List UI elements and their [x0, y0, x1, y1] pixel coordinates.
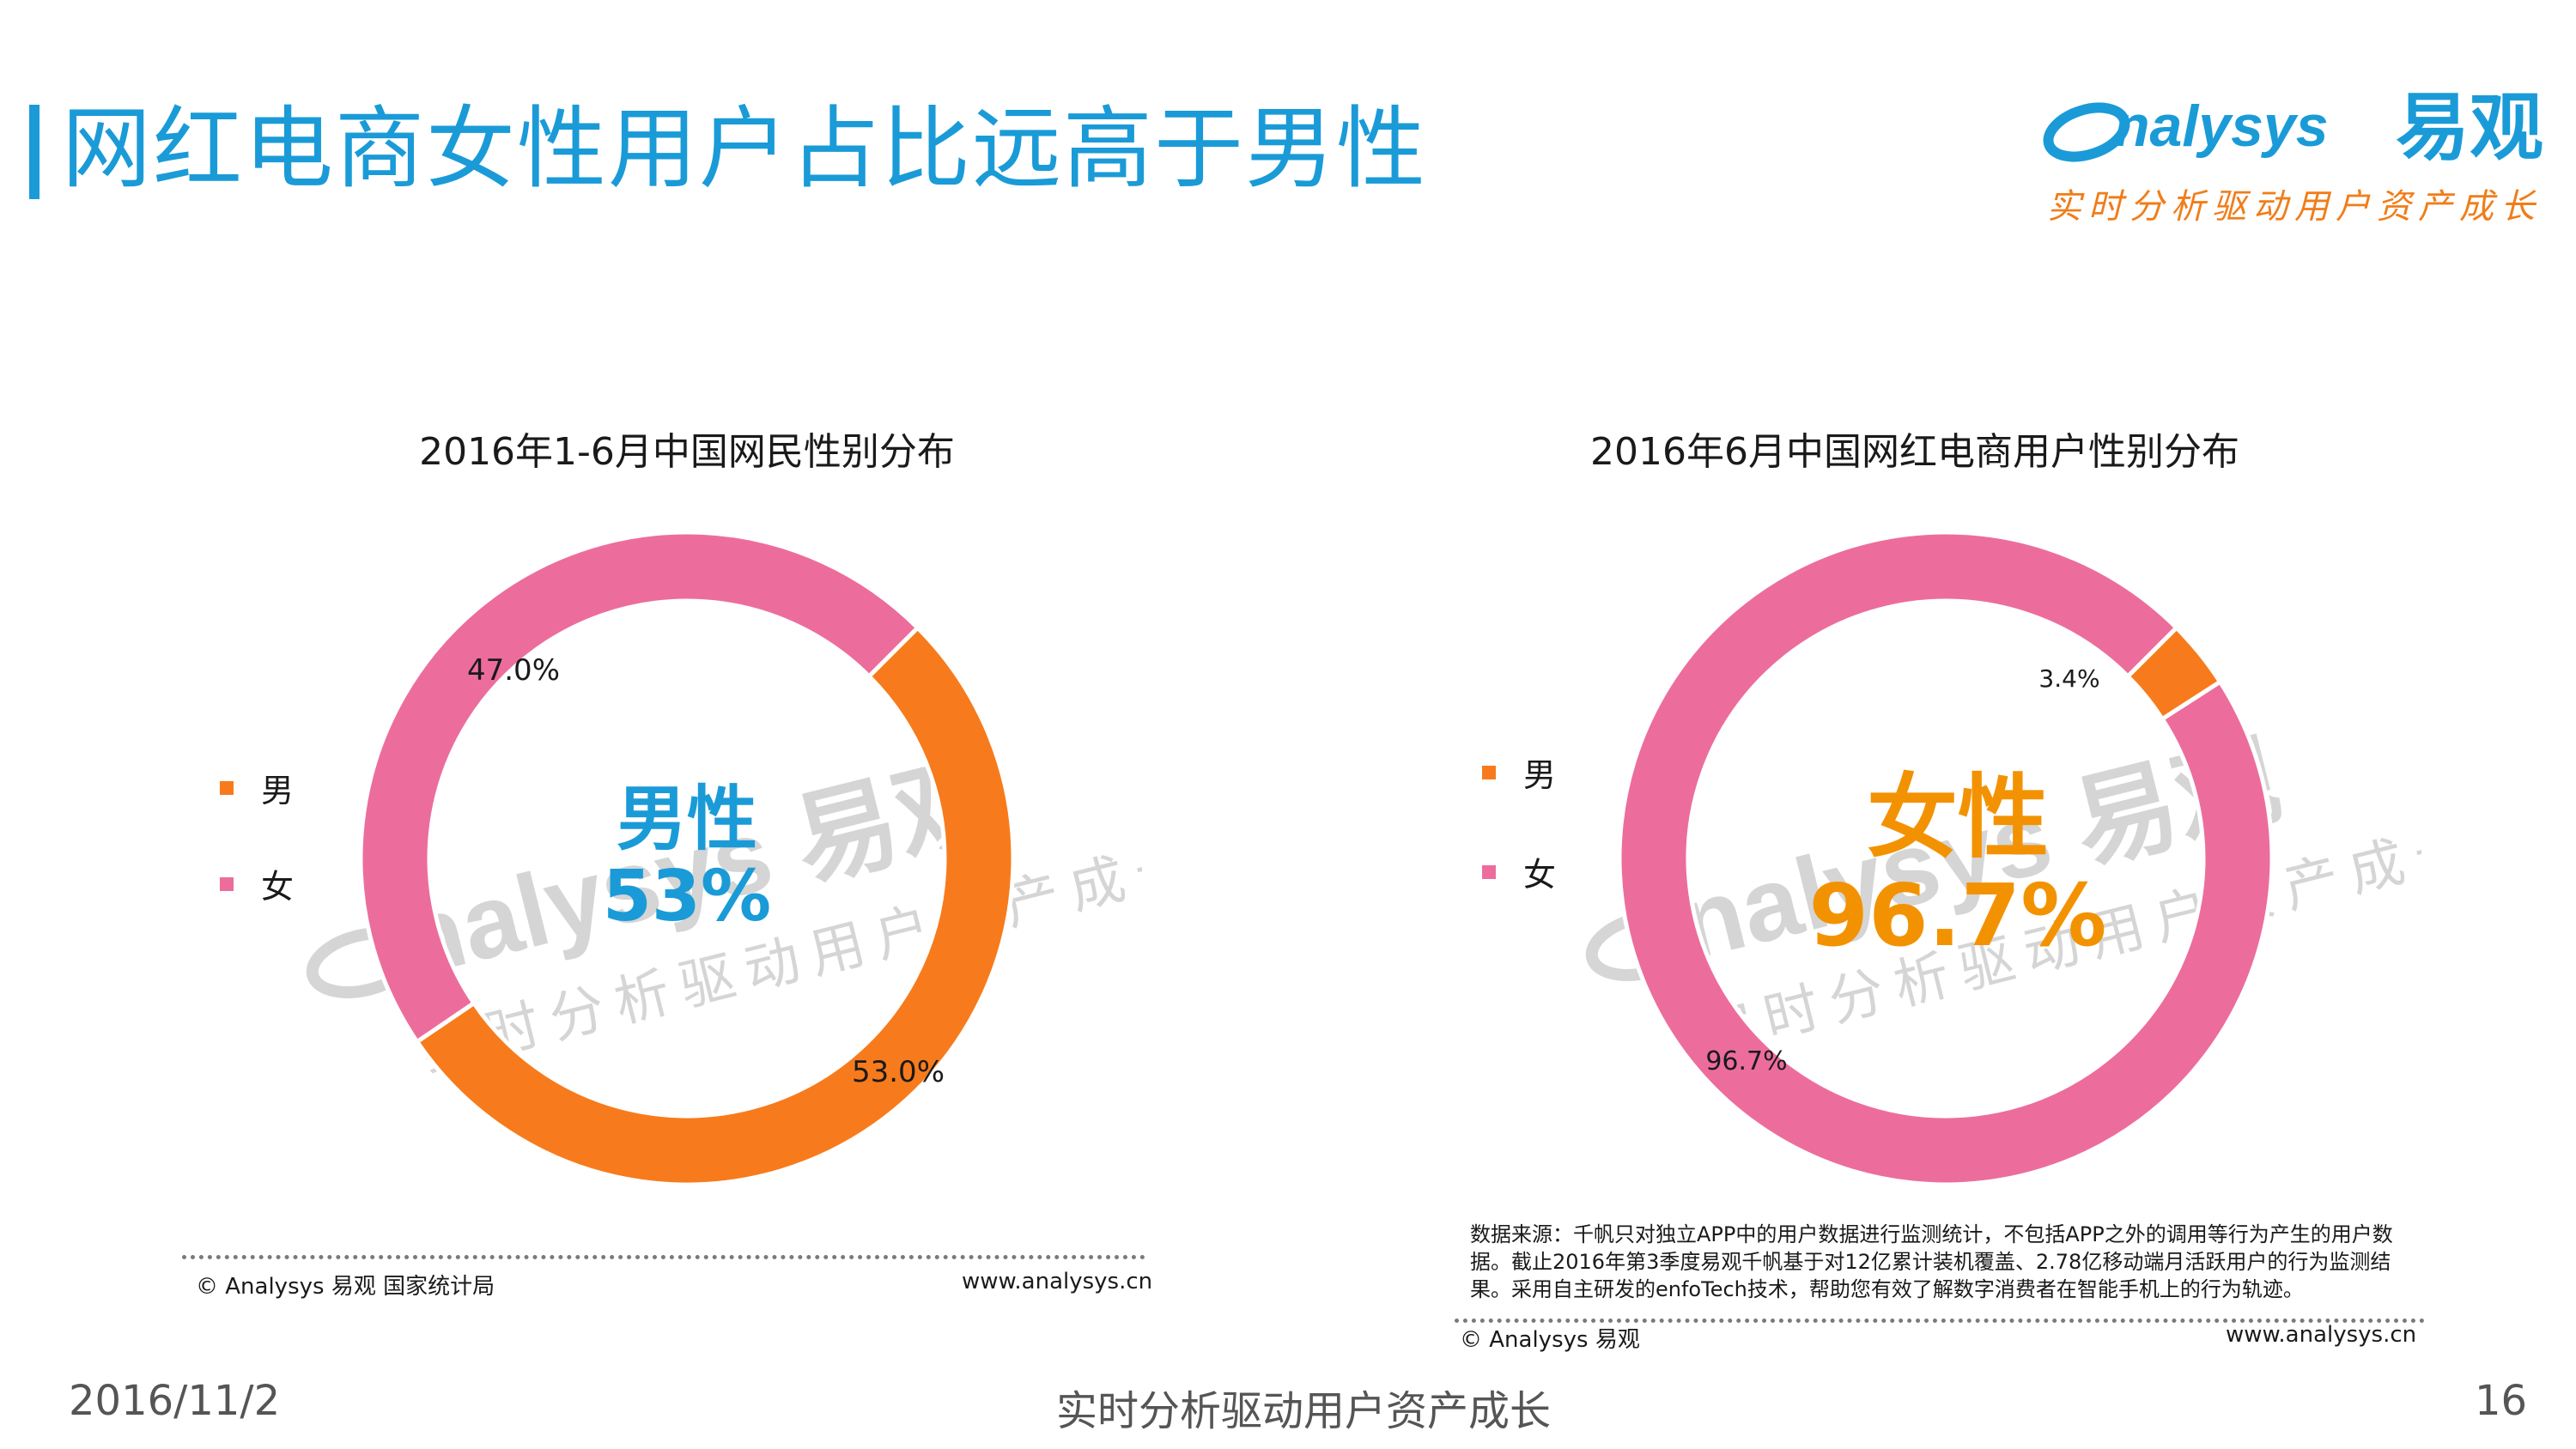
chart1-legend-male: 男 — [220, 764, 294, 811]
chart2-center-label: 女性 96.7% — [1752, 765, 2164, 966]
footer-date: 2016/11/2 — [69, 1377, 281, 1425]
chart1-donut: 53.0% 47.0% — [358, 530, 1016, 1187]
chart2-legend-male: 男 — [1482, 749, 1556, 796]
right-website: www.analysys.cn — [2226, 1322, 2417, 1348]
chart1-label-female: 47.0% — [467, 653, 560, 688]
footer-slogan: 实时分析驱动用户资产成长 — [1056, 1387, 1552, 1435]
chart1-center-line1: 男性 — [616, 779, 757, 860]
logo-brand-cn: 易观 — [2396, 85, 2543, 171]
source-note: 数据来源：千帆只对独立APP中的用户数据进行监测统计，不包括APP之外的调用等行… — [1470, 1222, 2393, 1301]
page-title: 网红电商女性用户占比远高于男性 — [62, 96, 1428, 201]
chart1-legend-male-label: 男 — [261, 772, 295, 809]
chart1-label-male: 53.0% — [852, 1055, 945, 1089]
left-divider — [182, 1255, 1145, 1259]
left-copyright: © Analysys 易观 国家统计局 — [196, 1274, 495, 1300]
chart2-legend-male-swatch — [1482, 765, 1496, 779]
chart2-center-line1: 女性 — [1867, 765, 2049, 870]
chart1-legend-female: 女 — [220, 860, 294, 907]
chart2-label-female: 96.7% — [1705, 1046, 1787, 1076]
chart2-title: 2016年6月中国网红电商用户性别分布 — [1590, 430, 2239, 474]
logo-brand-mark: nalysys 易观 — [2043, 85, 2543, 171]
chart2-donut: 3.4% 96.7% — [1617, 530, 2275, 1187]
chart2-slice-female — [1617, 530, 2275, 1187]
analysys-logo: nalysys 易观 实时分析驱动用户资产成长 — [2035, 79, 2550, 233]
chart2-legend-female-label: 女 — [1523, 856, 1557, 894]
chart1-title: 2016年1-6月中国网民性别分布 — [419, 430, 955, 474]
footer-page-number: 16 — [2475, 1377, 2528, 1425]
right-divider — [1455, 1319, 2425, 1323]
left-website: www.analysys.cn — [962, 1269, 1153, 1294]
chart2-center-line2: 96.7% — [1808, 864, 2107, 966]
chart1-slice-male — [414, 624, 1016, 1187]
title-accent-bar — [29, 105, 39, 199]
chart2-legend-male-label: 男 — [1523, 756, 1557, 794]
chart1-legend-male-swatch — [220, 780, 234, 795]
logo-slogan: 实时分析驱动用户资产成长 — [2047, 187, 2542, 227]
chart1-legend-female-label: 女 — [261, 868, 295, 906]
chart1-legend-female-swatch — [220, 876, 234, 891]
chart1-center-line2: 53% — [602, 856, 772, 938]
chart2-label-male: 3.4% — [2038, 664, 2099, 693]
chart2-legend-female-swatch — [1482, 864, 1496, 879]
chart2-legend-female: 女 — [1482, 848, 1556, 895]
right-copyright: © Analysys 易观 — [1460, 1327, 1640, 1353]
logo-brand-text: nalysys — [2114, 94, 2329, 159]
chart1-center-label: 男性 53% — [532, 779, 841, 938]
chart1-slice-female — [358, 530, 921, 1046]
